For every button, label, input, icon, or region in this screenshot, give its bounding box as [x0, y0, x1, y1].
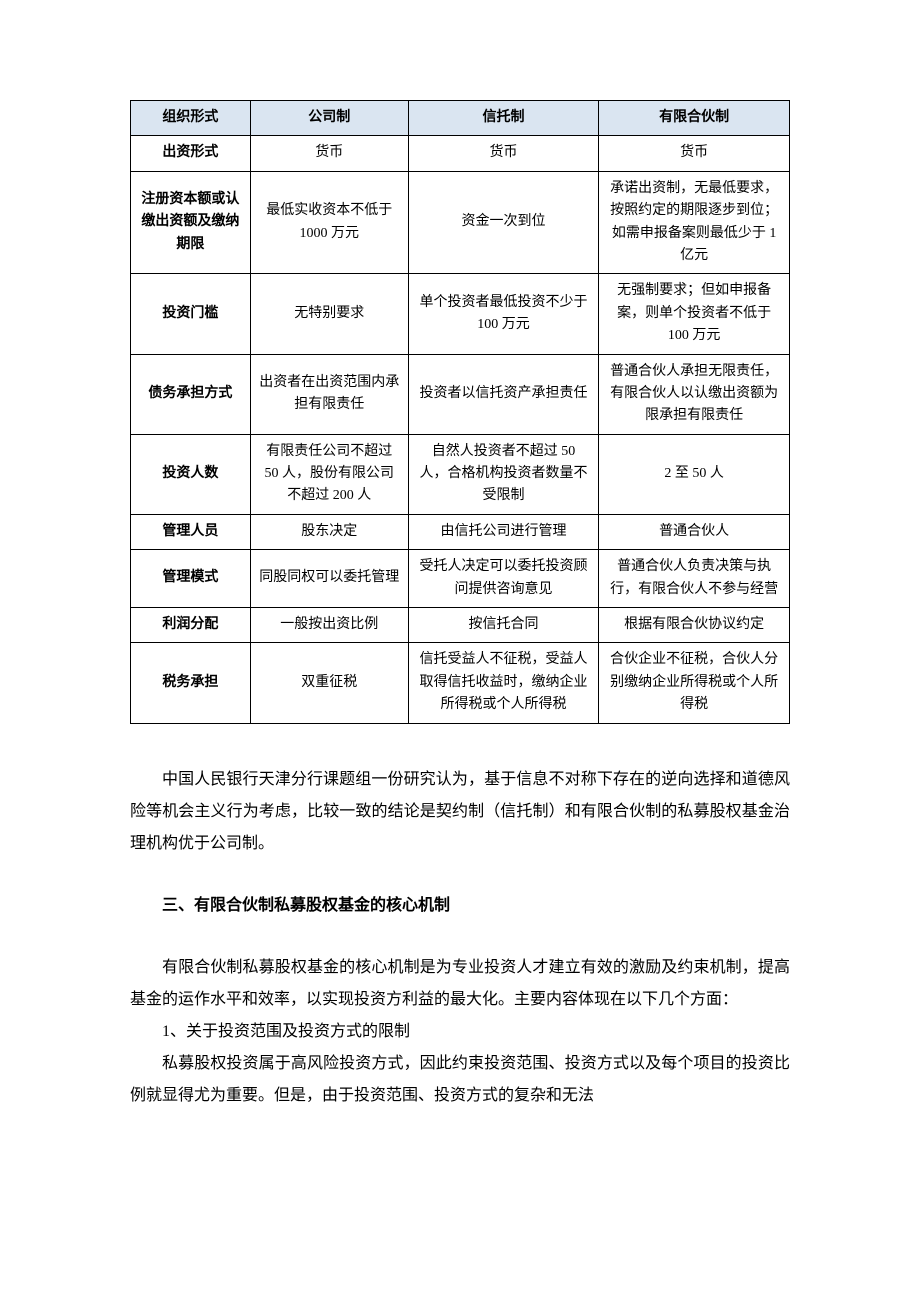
cell-trust: 投资者以信托资产承担责任 [408, 354, 599, 434]
cell-company: 无特别要求 [250, 274, 408, 354]
cell-company: 最低实收资本不低于 1000 万元 [250, 171, 408, 274]
header-partner: 有限合伙制 [599, 101, 790, 136]
cell-trust: 单个投资者最低投资不少于 100 万元 [408, 274, 599, 354]
table-row: 注册资本额或认缴出资额及缴纳期限最低实收资本不低于 1000 万元资金一次到位承… [131, 171, 790, 274]
row-label: 出资形式 [131, 136, 251, 171]
paragraph-1: 中国人民银行天津分行课题组一份研究认为，基于信息不对称下存在的逆向选择和道德风险… [130, 764, 790, 860]
cell-trust: 资金一次到位 [408, 171, 599, 274]
row-label: 管理人员 [131, 514, 251, 549]
row-label: 债务承担方式 [131, 354, 251, 434]
row-label: 投资人数 [131, 434, 251, 514]
row-label: 管理模式 [131, 550, 251, 608]
cell-trust: 受托人决定可以委托投资顾问提供咨询意见 [408, 550, 599, 608]
table-header-row: 组织形式 公司制 信托制 有限合伙制 [131, 101, 790, 136]
row-label: 投资门槛 [131, 274, 251, 354]
cell-partner: 2 至 50 人 [599, 434, 790, 514]
cell-partner: 普通合伙人承担无限责任，有限合伙人以认缴出资额为限承担有限责任 [599, 354, 790, 434]
header-org-form: 组织形式 [131, 101, 251, 136]
row-label: 税务承担 [131, 643, 251, 723]
paragraph-2: 有限合伙制私募股权基金的核心机制是为专业投资人才建立有效的激励及约束机制，提高基… [130, 952, 790, 1016]
cell-partner: 根据有限合伙协议约定 [599, 608, 790, 643]
cell-company: 有限责任公司不超过 50 人，股份有限公司不超过 200 人 [250, 434, 408, 514]
cell-company: 双重征税 [250, 643, 408, 723]
cell-partner: 承诺出资制，无最低要求，按照约定的期限逐步到位；如需申报备案则最低少于 1 亿元 [599, 171, 790, 274]
table-body: 出资形式货币货币货币注册资本额或认缴出资额及缴纳期限最低实收资本不低于 1000… [131, 136, 790, 723]
para3-text: 私募股权投资属于高风险投资方式，因此约束投资范围、投资方式以及每个项目的投资比例… [130, 1048, 790, 1112]
cell-partner: 货币 [599, 136, 790, 171]
cell-partner: 无强制要求；但如申报备案，则单个投资者不低于 100 万元 [599, 274, 790, 354]
cell-partner: 普通合伙人 [599, 514, 790, 549]
cell-company: 出资者在出资范围内承担有限责任 [250, 354, 408, 434]
paragraph-3: 私募股权投资属于高风险投资方式，因此约束投资范围、投资方式以及每个项目的投资比例… [130, 1048, 790, 1112]
list-item-1: 1、关于投资范围及投资方式的限制 [130, 1016, 790, 1048]
table-row: 投资门槛无特别要求单个投资者最低投资不少于 100 万元无强制要求；但如申报备案… [131, 274, 790, 354]
cell-trust: 按信托合同 [408, 608, 599, 643]
table-row: 管理模式同股同权可以委托管理受托人决定可以委托投资顾问提供咨询意见普通合伙人负责… [131, 550, 790, 608]
cell-trust: 由信托公司进行管理 [408, 514, 599, 549]
table-row: 管理人员股东决定由信托公司进行管理普通合伙人 [131, 514, 790, 549]
cell-partner: 合伙企业不征税，合伙人分别缴纳企业所得税或个人所得税 [599, 643, 790, 723]
table-row: 投资人数有限责任公司不超过 50 人，股份有限公司不超过 200 人自然人投资者… [131, 434, 790, 514]
cell-trust: 货币 [408, 136, 599, 171]
section-heading: 三、有限合伙制私募股权基金的核心机制 [130, 890, 790, 922]
header-trust: 信托制 [408, 101, 599, 136]
cell-partner: 普通合伙人负责决策与执行，有限合伙人不参与经营 [599, 550, 790, 608]
table-row: 利润分配一般按出资比例按信托合同根据有限合伙协议约定 [131, 608, 790, 643]
para1-text: 中国人民银行天津分行课题组一份研究认为，基于信息不对称下存在的逆向选择和道德风险… [130, 764, 790, 860]
header-company: 公司制 [250, 101, 408, 136]
cell-company: 货币 [250, 136, 408, 171]
table-row: 债务承担方式出资者在出资范围内承担有限责任投资者以信托资产承担责任普通合伙人承担… [131, 354, 790, 434]
row-label: 注册资本额或认缴出资额及缴纳期限 [131, 171, 251, 274]
cell-company: 股东决定 [250, 514, 408, 549]
cell-company: 同股同权可以委托管理 [250, 550, 408, 608]
cell-company: 一般按出资比例 [250, 608, 408, 643]
table-row: 税务承担双重征税信托受益人不征税，受益人取得信托收益时，缴纳企业所得税或个人所得… [131, 643, 790, 723]
para2-text: 有限合伙制私募股权基金的核心机制是为专业投资人才建立有效的激励及约束机制，提高基… [130, 952, 790, 1016]
comparison-table: 组织形式 公司制 信托制 有限合伙制 出资形式货币货币货币注册资本额或认缴出资额… [130, 100, 790, 724]
table-row: 出资形式货币货币货币 [131, 136, 790, 171]
cell-trust: 信托受益人不征税，受益人取得信托收益时，缴纳企业所得税或个人所得税 [408, 643, 599, 723]
row-label: 利润分配 [131, 608, 251, 643]
cell-trust: 自然人投资者不超过 50 人，合格机构投资者数量不受限制 [408, 434, 599, 514]
